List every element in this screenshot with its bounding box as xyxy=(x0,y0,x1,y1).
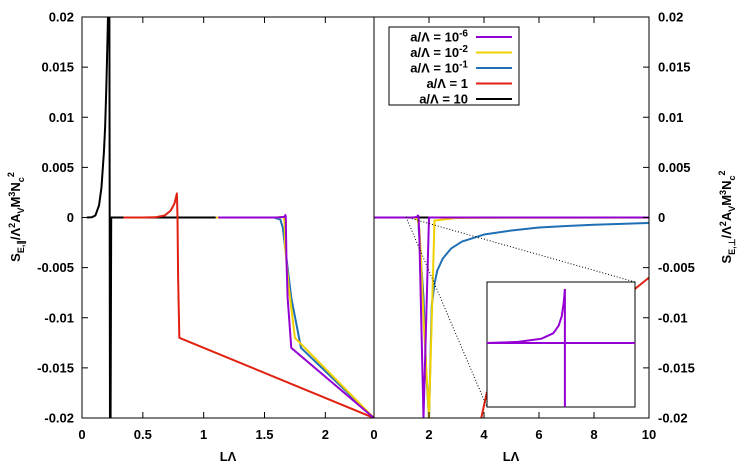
left-series-line xyxy=(123,192,374,418)
axis-ticks xyxy=(81,16,650,419)
left-y-tick-label: 0.02 xyxy=(49,10,74,25)
left-series-line xyxy=(218,213,374,418)
right-y-tick-label: 0.02 xyxy=(658,10,683,25)
right-y-tick-label: 0.015 xyxy=(658,60,691,75)
legend: a/Λ = 10-6a/Λ = 10-2a/Λ = 10-1a/Λ = 1a/Λ… xyxy=(410,29,512,107)
right-y-tick-label: 0.005 xyxy=(658,160,691,175)
right-y-tick-label: 0 xyxy=(658,210,665,225)
right-y-tick-label: -0.005 xyxy=(658,260,695,275)
left-panel-series xyxy=(86,17,374,418)
inset-curve xyxy=(487,288,566,344)
left-y-tick-label: -0.005 xyxy=(37,260,74,275)
right-x-tick-label: 10 xyxy=(642,427,656,442)
legend-label: a/Λ = 10-1 xyxy=(410,60,468,76)
left-y-tick-label: 0.005 xyxy=(41,160,74,175)
left-x-tick-label: 1.5 xyxy=(255,427,273,442)
left-y-tick-label: -0.015 xyxy=(37,360,74,375)
right-x-axis-label: LΛ xyxy=(503,449,520,464)
legend-label: a/Λ = 1 xyxy=(426,76,468,91)
left-x-axis-label: LΛ xyxy=(220,449,237,464)
right-x-tick-label: 2 xyxy=(425,427,432,442)
inset-connector-upper xyxy=(405,216,636,283)
legend-label: a/Λ = 10-2 xyxy=(410,44,468,60)
right-x-tick-label: 8 xyxy=(590,427,597,442)
right-y-tick-label: -0.02 xyxy=(658,411,688,426)
right-y-axis-label: SE,⊥/Λ2AVM3Nc2 xyxy=(717,170,737,263)
left-x-tick-label: 2 xyxy=(322,427,329,442)
left-y-tick-label: -0.01 xyxy=(44,310,74,325)
inset-box xyxy=(486,281,636,408)
left-y-axis-label-group: SE,∥/Λ2AVM3Nc2 xyxy=(6,172,27,262)
right-x-tick-label: 0 xyxy=(370,427,377,442)
right-y-tick-label: -0.01 xyxy=(658,310,688,325)
left-y-tick-label: -0.02 xyxy=(44,411,74,426)
legend-box xyxy=(388,26,520,106)
inset-series xyxy=(487,288,635,407)
right-y-tick-label: -0.015 xyxy=(658,360,695,375)
inset-connector-lower xyxy=(405,216,488,408)
legend-label: a/Λ = 10 xyxy=(419,92,468,107)
left-y-axis-label: SE,∥/Λ2AVM3Nc2 xyxy=(6,172,27,262)
left-y-tick-label: 0 xyxy=(67,210,74,225)
right-y-tick-label: 0.01 xyxy=(658,110,683,125)
left-series-line xyxy=(215,216,374,418)
left-y-tick-label: 0.01 xyxy=(49,110,74,125)
left-y-tick-label: 0.015 xyxy=(41,60,74,75)
axis-tick-labels: 0 0.5 1 1.5 2 0.02 0.015 0.01 0.005 0 -0.005 -0.01 -… xyxy=(37,10,695,443)
left-x-tick-label: 1 xyxy=(200,427,207,442)
left-x-tick-label: 0 xyxy=(78,427,85,442)
right-x-tick-label: 4 xyxy=(480,427,488,442)
left-x-tick-label: 0.5 xyxy=(134,427,152,442)
right-series-line xyxy=(374,214,649,418)
right-y-axis-label-group: SE,⊥/Λ2AVM3Nc2 xyxy=(717,170,737,263)
legend-label: a/Λ = 10-6 xyxy=(410,29,468,45)
right-x-tick-label: 6 xyxy=(535,427,542,442)
left-series-line xyxy=(86,17,216,418)
